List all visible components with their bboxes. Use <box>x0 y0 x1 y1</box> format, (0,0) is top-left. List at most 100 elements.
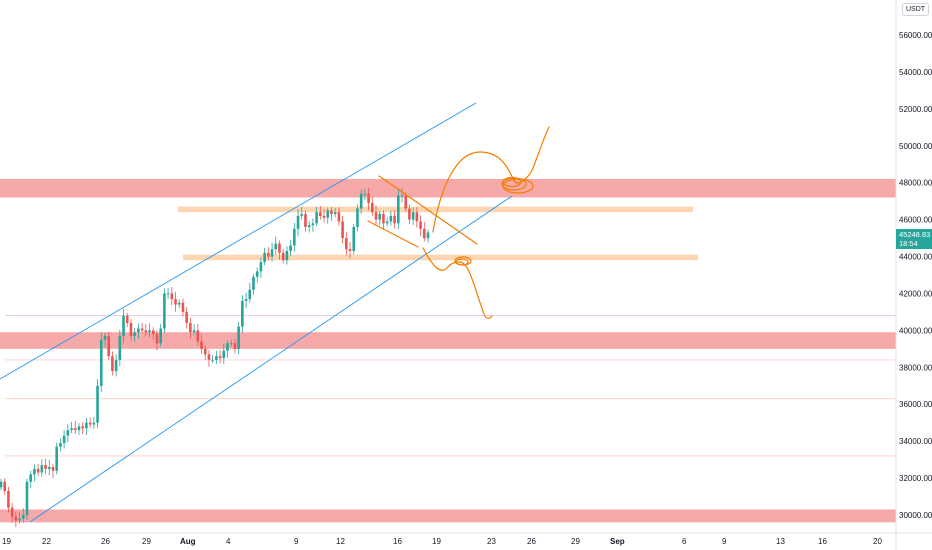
candle <box>348 242 352 259</box>
candle-body <box>337 212 341 222</box>
candle-body <box>363 193 367 195</box>
x-tick-label: 19 <box>2 537 11 546</box>
candle-body <box>396 195 400 224</box>
candle <box>218 350 222 364</box>
y-tick-label: 34000.00 <box>899 437 932 446</box>
candle-body <box>229 343 233 345</box>
candle-body <box>111 356 114 371</box>
candle-body <box>400 195 404 197</box>
candle <box>404 192 408 212</box>
candle-body <box>378 214 382 220</box>
candle <box>244 292 248 309</box>
candle <box>359 189 363 214</box>
candle-body <box>333 212 337 215</box>
candle-body <box>348 249 352 251</box>
candle-body <box>215 356 218 360</box>
candle-body <box>203 348 207 355</box>
candle <box>393 209 396 229</box>
candle-body <box>233 343 237 349</box>
candle <box>44 458 47 475</box>
candle <box>55 442 58 475</box>
candle <box>304 210 307 232</box>
candle <box>33 464 36 482</box>
candle <box>85 418 88 436</box>
projection-down-arc <box>422 247 493 320</box>
candle <box>137 323 140 339</box>
candle-body <box>244 299 248 301</box>
candle <box>170 286 174 306</box>
y-tick-label: 46000.00 <box>899 216 932 225</box>
candle <box>222 343 226 365</box>
candle <box>181 298 185 317</box>
last-price-value: 45248.83 <box>899 230 931 239</box>
candle <box>278 240 281 260</box>
candle <box>385 216 389 227</box>
candle-body <box>259 262 263 272</box>
candle <box>21 508 25 523</box>
candle-body <box>59 443 62 447</box>
candle <box>14 511 18 528</box>
countdown-timer: 18:54 <box>899 239 918 248</box>
x-tick-label: 26 <box>101 537 110 546</box>
candle-body <box>70 428 73 431</box>
candle <box>47 459 51 476</box>
candle-body <box>422 228 426 239</box>
candle-body <box>196 330 200 342</box>
candle-body <box>118 335 122 360</box>
x-tick-label: 29 <box>142 537 151 546</box>
candle-body <box>85 422 88 429</box>
candle <box>267 247 270 261</box>
resistance-zone-2 <box>0 509 896 523</box>
currency-badge[interactable]: USDT <box>902 3 930 16</box>
candle-body <box>211 359 214 361</box>
candle-body <box>356 208 359 227</box>
x-tick-label: 16 <box>393 537 402 546</box>
candle <box>81 422 84 435</box>
candle <box>159 324 162 347</box>
candle-body <box>47 467 51 469</box>
x-tick-label: 6 <box>682 537 687 546</box>
candle-body <box>285 251 289 261</box>
y-tick-label: 50000.00 <box>899 142 932 151</box>
candle-body <box>10 507 14 517</box>
candle-body <box>345 238 348 250</box>
candle-body <box>189 323 192 333</box>
candle <box>311 218 315 232</box>
candle <box>367 187 370 211</box>
candle-body <box>248 289 252 299</box>
candle-body <box>7 491 10 508</box>
candle-body <box>18 518 21 521</box>
y-tick-label: 54000.00 <box>899 68 932 77</box>
candle <box>70 421 73 433</box>
candle-body <box>207 354 211 360</box>
candle <box>125 312 129 327</box>
candle <box>155 330 159 351</box>
candle-body <box>408 208 411 220</box>
candle <box>25 478 29 521</box>
candle <box>62 430 66 449</box>
candle <box>378 210 382 226</box>
candle <box>289 240 292 257</box>
x-tick-label: 9 <box>722 537 727 546</box>
y-tick-label: 36000.00 <box>899 400 932 409</box>
candle-body <box>163 293 166 329</box>
candle-body <box>389 215 393 222</box>
candle <box>114 354 118 377</box>
candle-body <box>14 516 18 521</box>
candle-body <box>166 293 170 295</box>
candle <box>374 205 378 225</box>
target-circle-upper-3 <box>502 176 522 188</box>
candle <box>382 210 385 230</box>
y-tick-label: 32000.00 <box>899 474 932 483</box>
y-tick-label: 40000.00 <box>899 326 932 335</box>
candle-body <box>174 299 177 305</box>
candle-body <box>319 212 322 216</box>
candle-body <box>200 341 203 349</box>
x-tick-label: 16 <box>818 537 827 546</box>
candle <box>248 282 252 303</box>
candle <box>96 379 99 428</box>
candle <box>237 321 240 355</box>
candle <box>77 423 81 435</box>
